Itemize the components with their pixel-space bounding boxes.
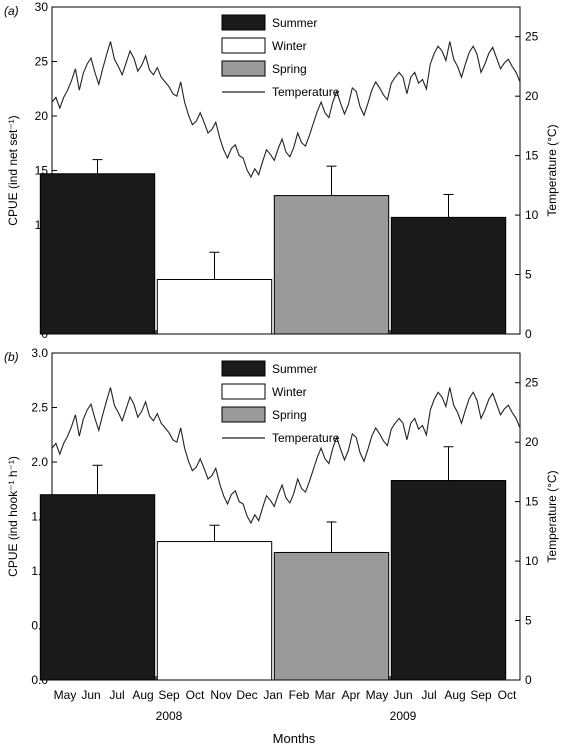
y2-tick-label: 5 [525, 268, 532, 282]
month-label: Aug [444, 688, 465, 702]
y-tick-label: 25 [35, 55, 49, 69]
y2-axis-label: Temperature (°C) [545, 470, 559, 562]
bar [156, 541, 273, 681]
legend-label: Summer [272, 16, 317, 30]
temperature-line [51, 41, 521, 179]
month-label: Oct [186, 688, 205, 702]
y2-tick-label: 0 [525, 327, 532, 341]
legend-label: Spring [272, 408, 307, 422]
panel-a: 0510152025300510152025(a)CPUE (ind net s… [4, 0, 559, 341]
y-tick-label: 2.0 [31, 455, 48, 469]
month-label: Aug [132, 688, 153, 702]
legend-swatch [221, 37, 266, 54]
temperature-line [51, 387, 521, 525]
legend-swatch [221, 383, 266, 400]
panel-label: (b) [4, 350, 19, 364]
month-label: Mar [315, 688, 336, 702]
y2-tick-label: 20 [525, 435, 539, 449]
bar [390, 216, 507, 335]
x-axis-labels: May Jun Jul Aug Sep Oct Nov Dec Jan Feb Mar Apr May J… [54, 688, 517, 723]
month-label: Feb [289, 688, 310, 702]
y2-tick-label: 10 [525, 554, 539, 568]
month-label: Jun [81, 688, 100, 702]
bar [39, 173, 156, 335]
y2-axis-label: Temperature (°C) [545, 124, 559, 216]
legend-label: Winter [272, 385, 307, 399]
month-label: Jul [109, 688, 124, 702]
y-tick-label: 20 [35, 109, 49, 123]
month-label: Sep [158, 688, 180, 702]
year-label: 2008 [156, 709, 183, 723]
year-label: 2009 [390, 709, 417, 723]
month-label: Sep [470, 688, 492, 702]
bar [273, 195, 390, 335]
y-tick-label: 30 [35, 0, 49, 14]
legend-swatch [221, 14, 266, 31]
y-axis-label: CPUE (ind net set⁻¹) [6, 115, 20, 225]
month-label: Apr [342, 688, 361, 702]
y-tick-label: 2.5 [31, 401, 48, 415]
y2-tick-label: 25 [525, 30, 539, 44]
month-label: Dec [236, 688, 257, 702]
bar [273, 551, 390, 681]
y-tick-label: 3.0 [31, 346, 48, 360]
panel-label: (a) [4, 4, 19, 18]
y2-tick-label: 0 [525, 673, 532, 687]
legend-label: Temperature [272, 431, 340, 445]
legend-swatch [221, 406, 266, 423]
y2-tick-label: 25 [525, 376, 539, 390]
x-axis-label: Months [273, 731, 316, 746]
bar [39, 494, 156, 681]
y2-tick-label: 20 [525, 89, 539, 103]
month-label: May [54, 688, 77, 702]
bar [390, 480, 507, 681]
month-label: Jun [393, 688, 412, 702]
legend-label: Temperature [272, 85, 340, 99]
legend-label: Winter [272, 39, 307, 53]
month-label: Nov [210, 688, 231, 702]
y2-tick-label: 15 [525, 149, 539, 163]
legend-swatch [221, 360, 266, 377]
y2-tick-label: 10 [525, 208, 539, 222]
legend-label: Spring [272, 62, 307, 76]
y-axis-label: CPUE (ind hook⁻¹ h⁻¹) [6, 456, 20, 577]
month-label: Jan [263, 688, 282, 702]
bar [156, 279, 273, 335]
y2-tick-label: 15 [525, 495, 539, 509]
month-label: Oct [498, 688, 517, 702]
y2-tick-label: 5 [525, 614, 532, 628]
legend-label: Summer [272, 362, 317, 376]
legend-swatch [221, 60, 266, 77]
month-label: Jul [421, 688, 436, 702]
month-label: May [366, 688, 389, 702]
